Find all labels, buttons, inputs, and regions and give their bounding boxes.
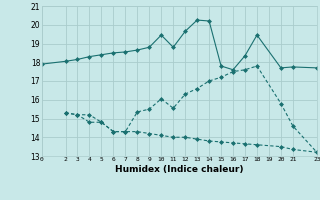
X-axis label: Humidex (Indice chaleur): Humidex (Indice chaleur) [115,165,244,174]
